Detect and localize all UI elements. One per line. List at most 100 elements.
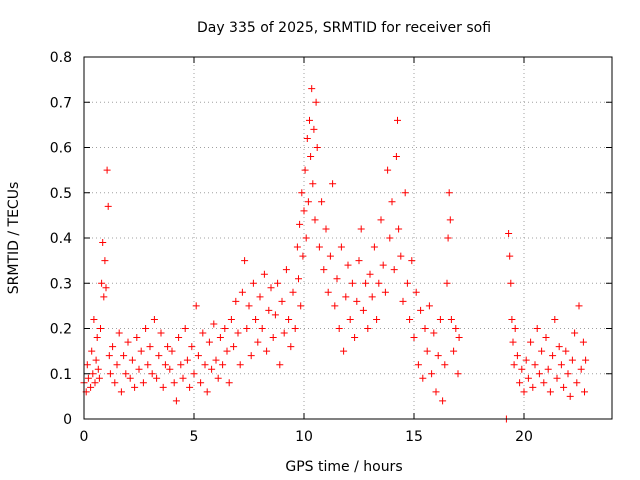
data-point [183,356,191,364]
data-point [342,293,350,301]
data-point [186,383,194,391]
data-point [444,234,452,242]
data-point [227,315,235,323]
data-point [89,370,97,378]
data-point [527,338,535,346]
data-point [348,279,356,287]
data-point [280,329,288,337]
data-point [197,379,205,387]
data-point [346,315,354,323]
data-point [296,220,304,228]
ticks-layer: 0 0.1 0.2 0.3 0.4 0.5 0.6 0.7 0.8 0 5 10 15 20 [50,50,612,445]
data-point [340,347,348,355]
x-axis-label: GPS time / hours [285,459,402,475]
x-tick-label: 10 [295,429,313,445]
data-point [579,338,587,346]
y-tick-label: 0.7 [50,95,72,111]
data-point [234,329,242,337]
data-point [265,306,273,314]
data-point [260,270,268,278]
data-point [109,343,117,351]
data-point [247,352,255,360]
data-point [177,361,185,369]
data-point [355,257,363,265]
data-point [128,356,136,364]
data-point [94,365,102,373]
data-point [377,216,385,224]
data-point [516,379,524,387]
data-point [436,315,444,323]
data-point [410,334,418,342]
data-point [271,311,279,319]
data-point [98,279,106,287]
data-point [103,166,111,174]
data-point [344,261,352,269]
data-point [560,383,568,391]
data-point [366,270,374,278]
data-point [297,302,305,310]
data-point [505,229,513,237]
data-point [205,338,213,346]
data-point [157,329,165,337]
data-point [295,275,302,283]
data-point [135,365,143,373]
data-point [441,361,449,369]
data-point [267,284,275,292]
data-point [303,134,311,142]
data-point [181,325,189,332]
data-point [542,334,550,342]
data-point [375,279,383,287]
data-point [179,374,187,382]
data-point [126,374,134,382]
data-point [245,302,253,310]
data-point [581,388,588,396]
data-point [254,338,262,346]
data-point [223,347,231,355]
data-point [399,297,407,305]
data-point [452,325,460,332]
data-point [155,352,163,360]
data-point [282,266,290,274]
data-point [549,352,557,360]
data-point [557,361,565,369]
data-point [333,275,341,283]
x-tick-label: 5 [190,429,199,445]
data-point [421,325,429,332]
data-point [137,347,145,355]
data-point [364,325,372,332]
data-point [236,361,244,369]
data-point [201,361,209,369]
data-point [320,266,328,274]
data-point [522,356,530,364]
data-point [566,392,574,400]
data-point [370,243,378,251]
x-tick-label: 20 [515,429,533,445]
data-point [394,116,401,124]
data-point [216,334,224,342]
data-point [324,288,332,296]
data-point [274,279,282,287]
data-point [553,374,561,382]
data-point [194,352,202,360]
data-point [99,239,107,247]
data-point [406,315,414,323]
data-point [510,361,518,369]
data-point [93,334,101,342]
data-point [414,361,422,369]
data-point [159,383,167,391]
data-point [192,302,200,310]
x-tick-label: 15 [405,429,423,445]
data-point [263,347,271,355]
data-point [102,284,110,292]
data-point [388,198,396,206]
data-point [232,297,240,305]
data-point [538,347,546,355]
data-point [144,361,152,369]
data-point [105,352,113,360]
y-tick-label: 0.2 [50,322,72,338]
data-point [379,261,387,269]
data-point [104,202,112,210]
data-point [269,334,277,342]
data-point [256,293,264,301]
data-point [392,153,400,161]
